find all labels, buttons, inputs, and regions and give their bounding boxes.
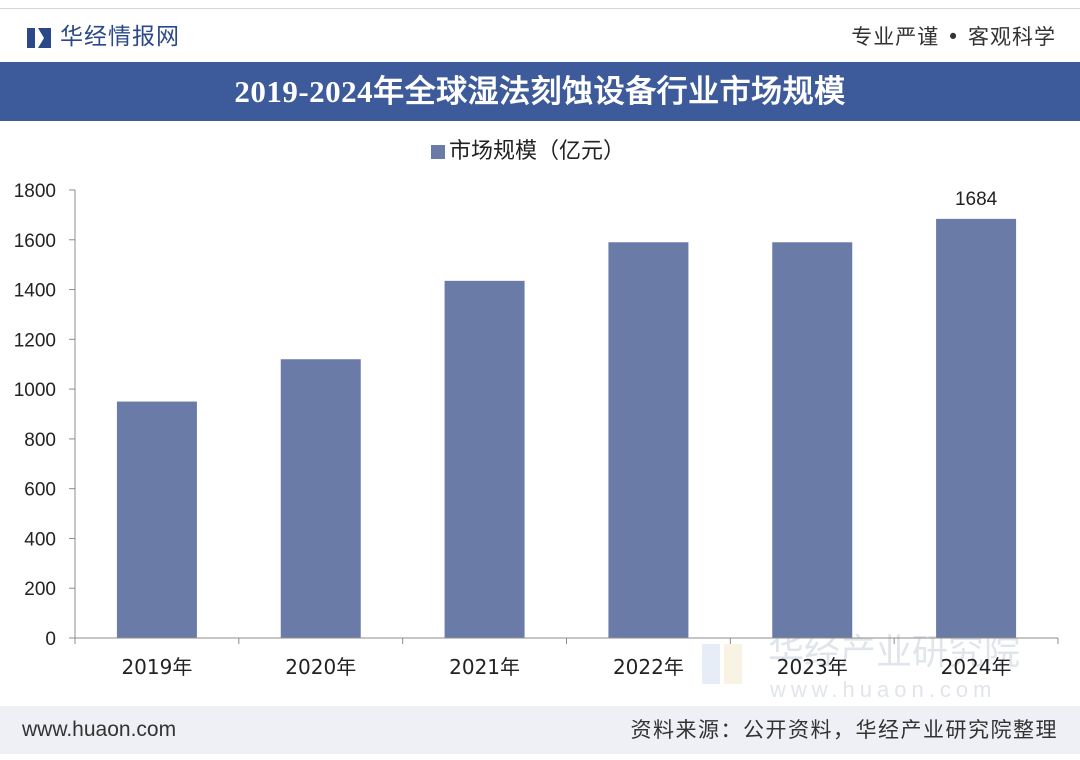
y-tick-label: 0 <box>45 629 56 650</box>
bar <box>444 280 525 638</box>
bar <box>280 359 361 638</box>
chart-title: 2019-2024年全球湿法刻蚀设备行业市场规模 <box>234 74 846 109</box>
header: 华经情报网 专业严谨 • 客观科学 <box>0 10 1080 62</box>
legend-swatch <box>431 145 445 159</box>
y-tick-label: 1000 <box>14 380 56 401</box>
bar <box>116 401 197 638</box>
y-tick-label: 1400 <box>14 281 56 302</box>
y-tick-label: 1600 <box>14 231 56 252</box>
y-tick-label: 400 <box>24 529 56 550</box>
y-tick-label: 800 <box>24 430 56 451</box>
bar <box>608 242 689 638</box>
watermark-url: www.huaon.com <box>769 677 996 702</box>
footer-website: www.huaon.com <box>22 718 177 741</box>
bar <box>772 242 853 638</box>
footer-source: 资料来源：公开资料，华经产业研究院整理 <box>630 718 1058 742</box>
watermark-logo-accent <box>724 644 742 684</box>
bar-chart: 华经产业研究院 www.huaon.com 020040060080010001… <box>14 181 1059 702</box>
top-divider <box>0 8 1080 9</box>
bar <box>936 218 1017 639</box>
watermark-logo-icon <box>702 644 720 684</box>
slogan: 专业严谨 • 客观科学 <box>851 25 1056 49</box>
x-tick-label: 2023年 <box>777 655 848 679</box>
bars <box>116 218 1017 639</box>
y-tick-label: 600 <box>24 480 56 501</box>
y-tick-label: 200 <box>24 579 56 600</box>
legend-label: 市场规模（亿元） <box>449 139 626 164</box>
x-tick-label: 2024年 <box>941 655 1012 679</box>
labels: 0 200 400 600 800 1000 1200 1400 1600 1800 2019年 20… <box>14 181 1012 679</box>
huajing-logo-icon <box>27 28 51 48</box>
y-tick-label: 1200 <box>14 330 56 351</box>
data-label: 1684 <box>955 189 998 210</box>
x-tick-label: 2020年 <box>285 655 356 679</box>
x-tick-label: 2021年 <box>449 655 520 679</box>
x-tick-label: 2019年 <box>121 655 192 679</box>
x-tick-label: 2022年 <box>613 655 684 679</box>
title-bar: 2019-2024年全球湿法刻蚀设备行业市场规模 <box>0 62 1080 121</box>
footer: www.huaon.com 资料来源：公开资料，华经产业研究院整理 <box>0 706 1080 754</box>
y-tick-label: 1800 <box>14 181 56 202</box>
axes <box>69 189 1059 644</box>
brand-name: 华经情报网 <box>60 24 180 50</box>
